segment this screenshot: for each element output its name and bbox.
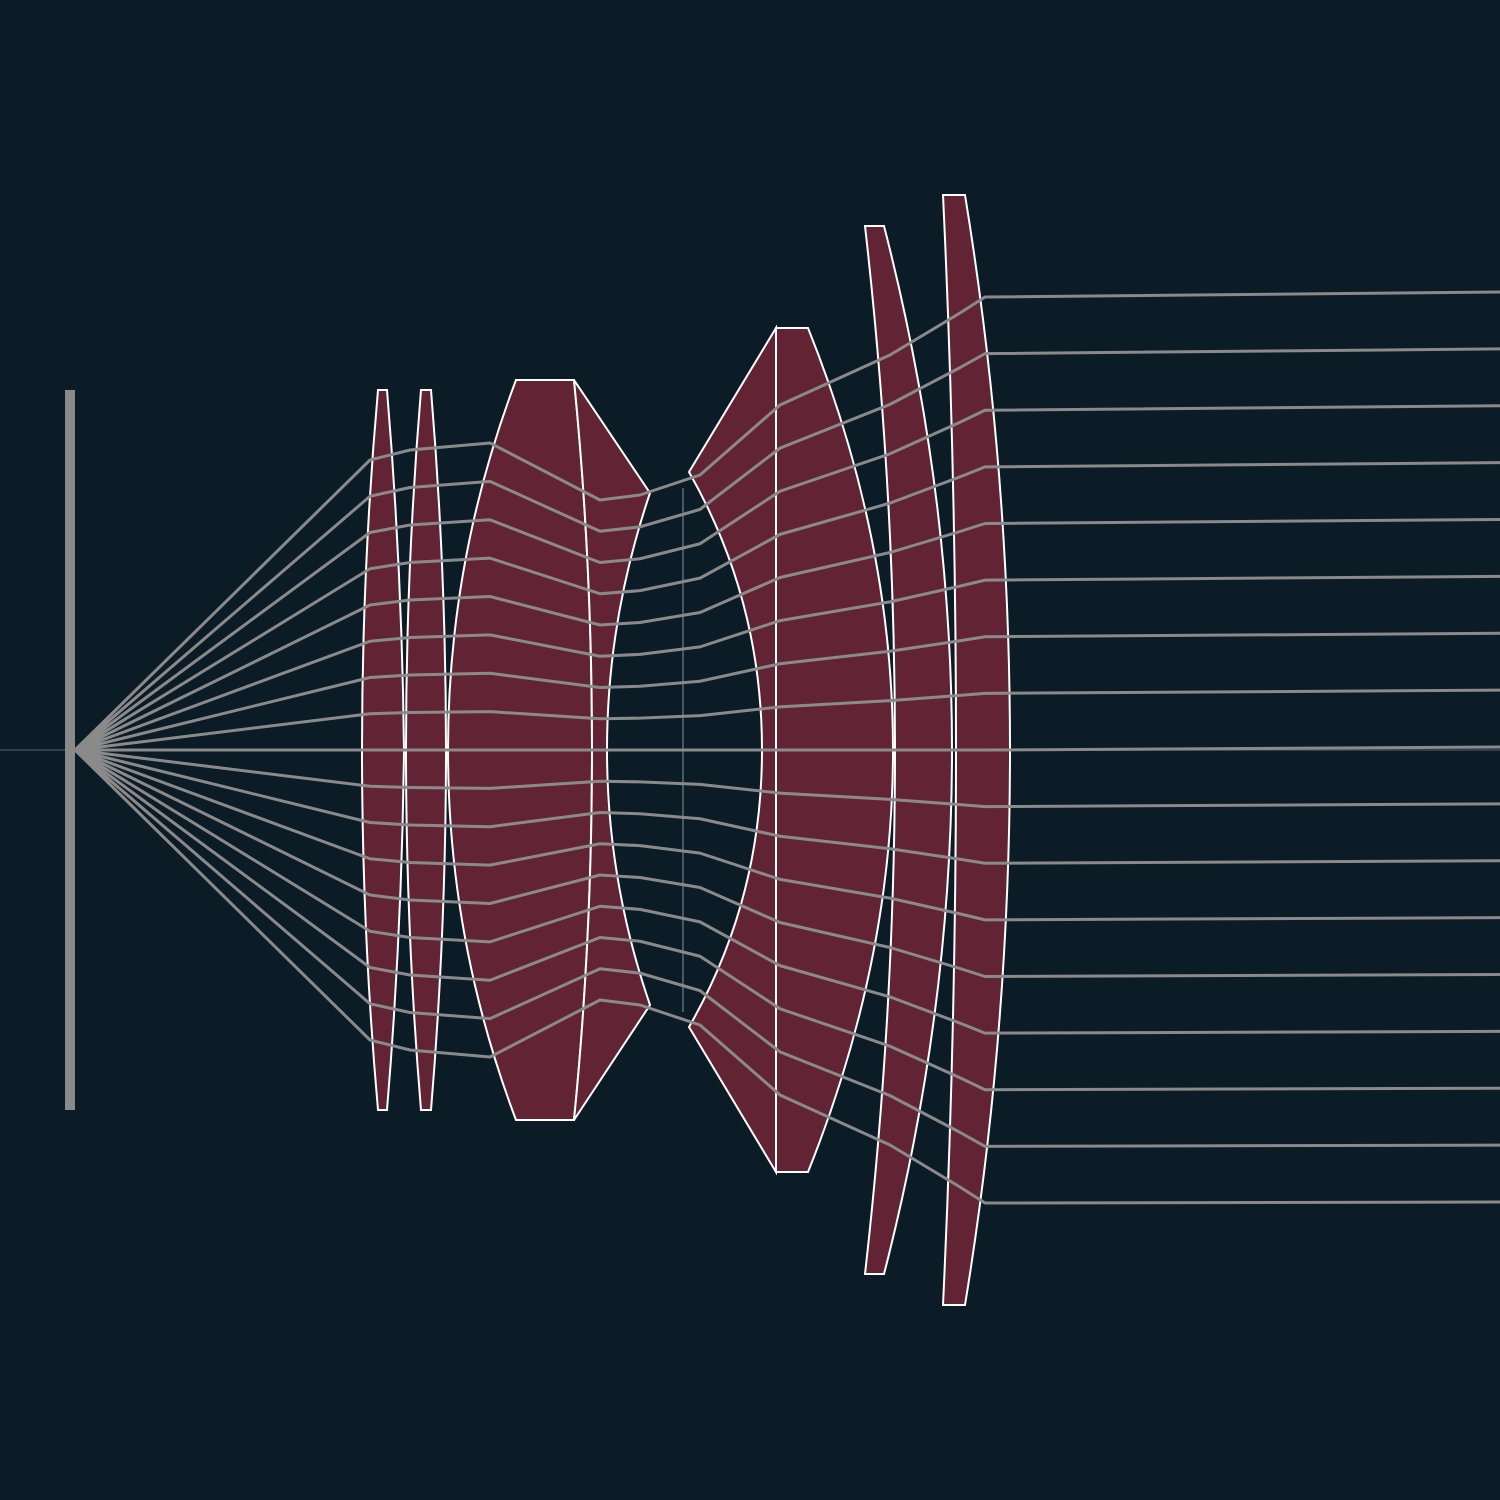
light-ray bbox=[74, 748, 1500, 1035]
light-ray bbox=[74, 748, 1500, 809]
light-ray bbox=[74, 347, 1500, 752]
light-ray bbox=[74, 748, 1500, 865]
light-ray bbox=[74, 748, 1500, 978]
light-ray bbox=[74, 688, 1500, 752]
light-ray bbox=[74, 404, 1500, 752]
sensor-plane bbox=[65, 390, 75, 1110]
light-ray bbox=[74, 748, 1500, 1148]
light-ray bbox=[74, 518, 1500, 752]
light-ray bbox=[73, 290, 1500, 752]
light-ray bbox=[74, 461, 1500, 752]
light-ray bbox=[74, 748, 1500, 922]
light-ray bbox=[74, 574, 1500, 752]
light-ray bbox=[73, 748, 1500, 1205]
light-ray bbox=[75, 745, 1500, 752]
light-ray bbox=[74, 748, 1500, 1092]
light-ray bbox=[74, 631, 1500, 752]
ray-bundle bbox=[73, 290, 1500, 1205]
lens-element-3b bbox=[573, 379, 652, 1121]
